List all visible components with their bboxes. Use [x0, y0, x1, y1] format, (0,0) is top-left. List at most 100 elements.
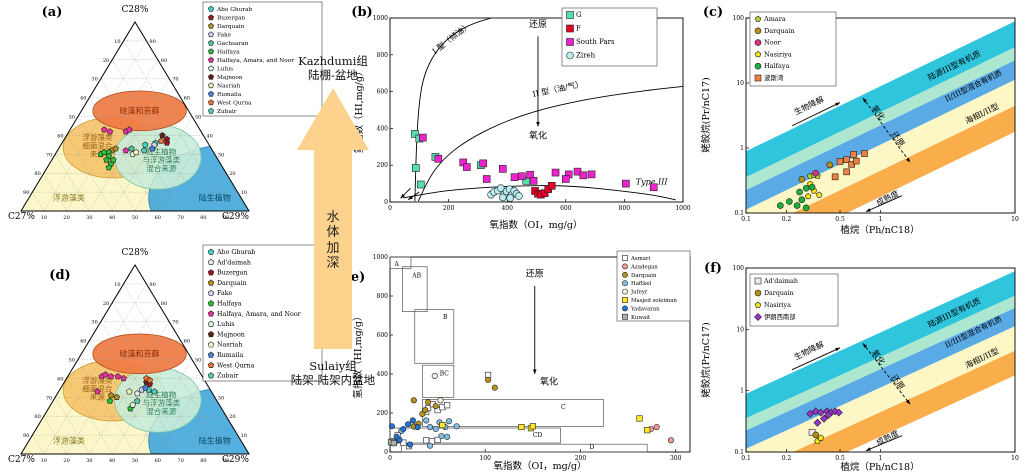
tick-label: 50: [69, 358, 75, 364]
tick-label: 60: [155, 458, 161, 464]
annotation: 氧化: [540, 376, 558, 388]
tick-label: 200: [443, 205, 455, 212]
tick-label: 70: [46, 152, 52, 158]
annotation: 生物降解: [792, 339, 825, 362]
tick-label: 0: [384, 199, 388, 206]
legend-item-label: Ad'daimah: [216, 259, 251, 266]
tick-label: 10: [241, 433, 247, 439]
legend-item-label: Haftkel: [631, 281, 652, 287]
kazhdumi-setting-label: 陆棚-盆地: [308, 67, 358, 82]
tick-label: 30: [218, 152, 224, 158]
tick-label: 20: [229, 414, 235, 420]
panel-e-hi-oi-chart: 0 100 200 300 0 200 400 600 800 1000 氧指数（OI，mg/g） 氢…: [345, 250, 691, 472]
legend-item-label: 波斯湾: [764, 73, 784, 82]
tick-label: 10: [41, 215, 47, 221]
tick-label: 10: [41, 458, 47, 464]
tick-label: 0.1: [741, 216, 751, 223]
data-points: [411, 130, 658, 202]
zone-label: AB: [411, 272, 421, 279]
legend-item-label: Ad'daimah: [763, 278, 798, 285]
legend-item-label: Rumaila: [217, 352, 244, 359]
zone-label: CD: [533, 432, 543, 439]
legend-item-label: Yadavaran: [630, 306, 660, 312]
legend: Asmari Azadegan Darquain Haftkel Jufeyr Masje…: [616, 250, 691, 322]
tick-label: 1000: [373, 254, 388, 261]
legend-item-label: Luhis: [217, 321, 235, 328]
legend-item-label: Buzergan: [217, 270, 248, 277]
legend-item-label: Asmari: [630, 256, 651, 262]
tick-label: 600: [377, 89, 389, 96]
legend-item-label: Masjed soleiman: [631, 298, 678, 304]
tick-label: 600: [377, 332, 389, 339]
sulaiy-annotation: Sulaiy组 陆架-陆架内盆地: [264, 359, 402, 388]
tick-label: 20: [229, 171, 235, 177]
region-label: 硅藻和苔藓: [120, 349, 160, 359]
legend-item-label: Nasriah: [217, 84, 241, 90]
legend-item-label: Nasiriya: [764, 50, 792, 58]
axis-label-c28: C28%: [122, 248, 149, 258]
facies-bands: [746, 21, 1015, 213]
arrow-head-icon: [297, 87, 369, 150]
tick-label: 90: [23, 190, 29, 196]
legend-item-label: Luhis: [217, 67, 233, 73]
legend-item-label: Rumaila: [217, 92, 242, 98]
panel-label: (f): [704, 261, 722, 276]
tick-label: 30: [91, 77, 97, 83]
tick-label: 10: [736, 80, 744, 87]
tick-label: 400: [377, 371, 389, 378]
tick-label: 0.2: [782, 455, 792, 462]
legend-item-label: Nasiriya: [764, 302, 791, 309]
tick-label: 90: [223, 458, 229, 464]
y-axis-label: 姥鲛烷(Pr/nC17): [700, 77, 712, 153]
tick-label: 30: [86, 215, 92, 221]
region-label: 陆生植物: [199, 436, 231, 446]
ternary-grid: [32, 283, 238, 455]
tick-label: 40: [80, 96, 86, 102]
tick-label: 100: [733, 15, 745, 22]
tick-label: 90: [149, 282, 155, 288]
legend-item-label: Majnoon: [217, 75, 243, 81]
legend-item-label: Noor: [764, 39, 782, 47]
tick-label: 300: [670, 455, 682, 462]
tick-label: 200: [377, 162, 389, 169]
y-axis-label: 姥鲛烷(Pr/nC17): [700, 322, 712, 398]
tick-label: 0.1: [734, 210, 744, 217]
tick-label: 30: [91, 320, 97, 326]
axis-label-c27: C27%: [8, 455, 35, 465]
legend-item-label: South Pars: [576, 38, 615, 46]
tick-label: 400: [501, 205, 513, 212]
tick-label: 70: [177, 215, 183, 221]
legend-item-label: Halfaya, Amara, and Noor: [217, 311, 302, 318]
data-points: [387, 371, 675, 450]
tick-label: 90: [149, 39, 155, 45]
legend-item-label: West Qurna: [217, 101, 252, 107]
tick-label: 10: [1011, 216, 1019, 223]
annotation: 还原: [526, 268, 544, 280]
tick-label: 50: [132, 215, 138, 221]
tick-label: 0.5: [835, 216, 845, 223]
sulaiy-setting-label: 陆架-陆架内盆地: [290, 372, 376, 387]
water-deepening-label: 水体加深: [326, 209, 340, 272]
tick-label: 100: [480, 455, 492, 462]
legend-item-label: Gachsaran: [217, 41, 249, 47]
tick-label: 20: [103, 301, 109, 307]
tick-label: 70: [172, 77, 178, 83]
region-label: 陆生植物: [199, 193, 231, 203]
legend-item-label: Azadegan: [630, 264, 658, 270]
legend-item-label: Zireh: [576, 52, 596, 60]
x-axis-label: 植烷（Ph/nC18）: [840, 461, 919, 473]
region-label: 浮游藻类细菌混合来源: [82, 132, 112, 159]
panel-f-prph-chart: 0.1 0.2 0.5 1 10 0.1 1 10 100 植烷（Ph/nC18） 姥鲛烷(Pr/n…: [700, 261, 1019, 473]
legend-item-label: Darquain: [764, 27, 795, 35]
tick-label: 80: [200, 458, 206, 464]
y-axis-label: 氢指数（HI,mg/g）: [352, 312, 364, 399]
region-label: 浮游藻类: [53, 436, 85, 446]
legend: GF South Pars Zireh: [561, 7, 658, 67]
legend-item-label: Kuwait: [631, 315, 651, 321]
legend-item-label: 伊朗西南部: [764, 312, 795, 321]
region-label: 陆生植物与浮游藻类混合来源: [142, 146, 180, 173]
data-points: [806, 407, 843, 444]
tick-label: 90: [23, 433, 29, 439]
tick-label: 0: [384, 449, 388, 456]
